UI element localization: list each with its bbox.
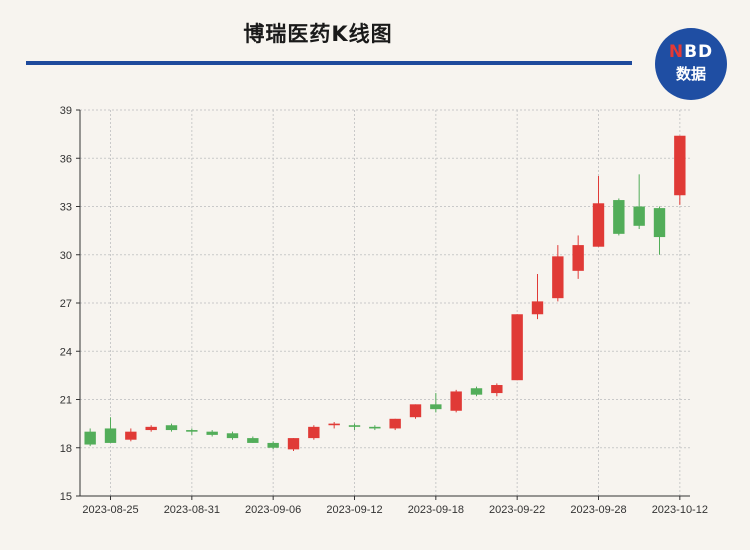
candle-body: [592, 203, 605, 247]
x-axis: 2023-08-25 2023-08-31 2023-09-06 2023-09-12…: [80, 495, 708, 516]
candle: [613, 198, 625, 236]
candle: [287, 438, 300, 451]
candle-body: [369, 426, 381, 429]
candle: [409, 404, 422, 419]
candle-body: [145, 426, 157, 431]
candle: [511, 314, 523, 381]
x-tick-label: 2023-09-22: [489, 504, 545, 516]
candle-body: [450, 391, 462, 411]
candle: [633, 174, 645, 230]
candle: [226, 431, 239, 440]
candle: [592, 175, 605, 247]
candle-body: [572, 245, 584, 271]
candle-body: [267, 442, 279, 448]
logo-top-text: NBD: [668, 42, 714, 62]
candle-body: [653, 208, 666, 238]
candle: [450, 389, 462, 413]
candle: [653, 206, 666, 255]
candle-body: [389, 418, 401, 429]
candle-body: [430, 404, 442, 410]
candle-body: [308, 426, 320, 439]
x-tick-label: 2023-09-18: [408, 504, 464, 516]
x-tick-label: 2023-09-06: [245, 504, 301, 516]
candle-body: [104, 428, 117, 443]
nbd-logo: NBD 数据: [655, 28, 727, 100]
y-axis: 15 18 21 24 27 30 33 36 39: [60, 105, 81, 503]
y-tick-label: 21: [60, 395, 72, 407]
candle-body: [226, 433, 239, 439]
candle: [328, 422, 340, 429]
candle: [186, 428, 198, 435]
candle-body: [186, 430, 198, 432]
x-tick-label: 2023-08-25: [82, 504, 138, 516]
candle-body: [409, 404, 422, 418]
candles: [84, 135, 686, 451]
candle-body: [165, 425, 178, 431]
candle: [206, 430, 218, 437]
candle: [674, 135, 686, 205]
candle: [430, 393, 442, 413]
candle: [531, 274, 544, 320]
candle-body: [491, 385, 503, 394]
candle-body: [470, 388, 483, 395]
y-tick-label: 36: [60, 153, 72, 165]
candle: [552, 245, 564, 302]
candle: [125, 428, 137, 442]
candle-body: [287, 438, 300, 450]
y-tick-label: 24: [60, 346, 72, 358]
y-tick-label: 33: [60, 202, 72, 214]
candle-body: [531, 301, 544, 315]
candle-body: [633, 206, 645, 226]
candle-body: [247, 438, 259, 443]
y-tick-label: 39: [60, 105, 72, 117]
candle-body: [206, 431, 218, 435]
candle: [389, 418, 401, 431]
candle-body: [552, 256, 564, 299]
y-tick-label: 30: [60, 250, 72, 262]
x-tick-label: 2023-08-31: [164, 504, 220, 516]
candle-body: [125, 431, 137, 440]
candle: [247, 436, 259, 443]
x-tick-label: 2023-10-12: [652, 504, 708, 516]
candle: [165, 423, 178, 432]
title-underline: [26, 61, 632, 65]
candle: [308, 425, 320, 440]
candle: [267, 441, 279, 450]
x-tick-label: 2023-09-28: [570, 504, 626, 516]
candle: [348, 423, 361, 431]
candle: [145, 425, 157, 432]
grid-lines: [80, 109, 690, 496]
y-tick-label: 18: [60, 443, 72, 455]
candle: [84, 428, 96, 447]
x-tick-label: 2023-09-12: [326, 504, 382, 516]
candle-body: [84, 431, 96, 445]
candle-body: [348, 425, 361, 427]
logo-bottom-text: 数据: [675, 65, 706, 83]
y-tick-label: 15: [60, 491, 72, 503]
y-tick-label: 27: [60, 298, 72, 310]
candle-body: [674, 135, 686, 196]
candle-body: [511, 314, 523, 381]
candle: [369, 425, 381, 431]
candle: [491, 383, 503, 397]
candle-body: [328, 423, 340, 426]
chart-title: 博瑞医药K线图: [243, 22, 393, 46]
candle: [572, 235, 584, 279]
candle: [104, 417, 117, 443]
candle: [470, 386, 483, 397]
candle-body: [613, 200, 625, 234]
